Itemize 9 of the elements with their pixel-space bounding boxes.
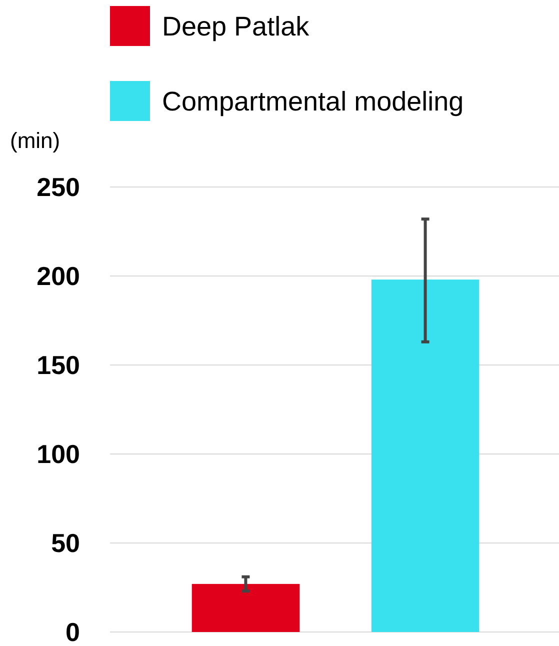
y-axis-title: (min): [10, 128, 60, 153]
y-tick-label: 150: [36, 350, 80, 380]
y-tick-label: 100: [36, 439, 80, 470]
legend-label: Compartmental modeling: [162, 86, 464, 116]
y-tick-label: 50: [51, 528, 80, 558]
legend-label: Deep Patlak: [162, 11, 310, 42]
y-tick-label: 0: [66, 617, 80, 646]
y-tick-label: 250: [36, 172, 80, 202]
y-tick-label: 200: [36, 261, 80, 292]
